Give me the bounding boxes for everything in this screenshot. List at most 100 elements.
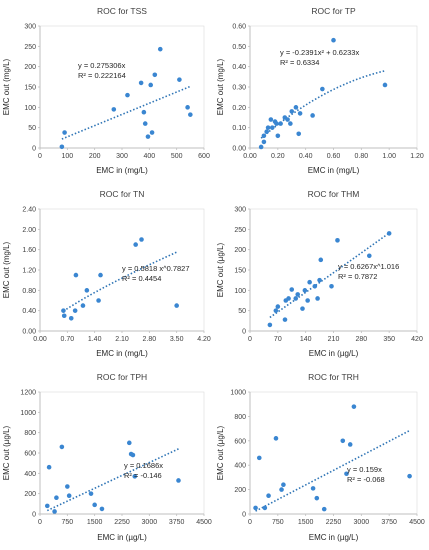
x-tick-label: 100: [61, 153, 73, 160]
x-tick-label: 70: [274, 336, 282, 343]
chart-panel-tss: 0 50 100 150 200 250 300 0 100 200 300 400 500 600 ROC…: [0, 0, 214, 183]
data-point: [142, 121, 148, 126]
data-point: [52, 509, 57, 514]
data-point: [407, 473, 412, 479]
y-tick-label: 200: [24, 491, 36, 498]
x-tick-label: 1500: [87, 519, 103, 526]
x-tick-label: 0.70: [61, 336, 75, 343]
y-tick-label: 400: [234, 463, 246, 470]
y-tick-label: 600: [234, 438, 246, 445]
data-point: [139, 237, 144, 242]
y-tick-label: 50: [28, 125, 36, 132]
chart-panel-thm: 0 50 100 150 200 250 300 0 70 140 210 280 350 420 ROC …: [214, 183, 429, 366]
x-tick-label: 4500: [196, 519, 212, 526]
x-tick-label: 1.20: [410, 153, 424, 160]
y-tick-label: 0.40: [232, 64, 246, 71]
trendline-equation: y = 0.159x: [347, 465, 382, 474]
data-point: [99, 506, 105, 512]
chart-title: ROC for TP: [311, 6, 356, 16]
data-point: [185, 105, 190, 110]
x-tick-label: 500: [171, 153, 183, 160]
x-tick-label: 350: [383, 336, 395, 343]
data-point: [61, 313, 67, 319]
data-point: [174, 303, 179, 308]
data-point: [275, 133, 281, 139]
data-point: [188, 112, 193, 117]
data-point: [278, 121, 283, 126]
data-point: [264, 129, 269, 135]
x-tick-label: 1500: [298, 519, 314, 526]
y-tick-label: 2.40: [22, 207, 36, 214]
data-point: [321, 506, 327, 512]
data-point: [274, 121, 279, 126]
x-axis-label: EMC in (mg/L): [96, 349, 148, 358]
y-tick-label: 0.60: [232, 24, 246, 31]
x-tick-label: 140: [300, 336, 312, 343]
x-tick-label: 0.20: [271, 153, 285, 160]
x-tick-label: 3000: [354, 519, 370, 526]
data-point: [266, 493, 271, 498]
y-tick-label: 1200: [20, 390, 36, 397]
x-tick-label: 300: [116, 153, 128, 160]
data-point: [347, 442, 353, 447]
trendline-equation: R² = -0.068: [347, 475, 385, 484]
y-tick-label: 1000: [230, 390, 246, 397]
x-tick-label: 1.40: [88, 336, 102, 343]
data-point: [152, 72, 158, 78]
data-point: [310, 486, 316, 491]
x-tick-label: 0.60: [327, 153, 341, 160]
trendline: [62, 251, 177, 312]
x-tick-label: 280: [355, 336, 367, 343]
data-point: [148, 82, 153, 88]
data-point: [261, 139, 267, 145]
chart-title: ROC for TSS: [97, 6, 147, 16]
data-point: [84, 288, 90, 293]
x-tick-label: 3750: [169, 519, 185, 526]
x-tick-label: 750: [272, 519, 284, 526]
trendline-equation: y = 0.275306x: [78, 61, 126, 70]
trendline-equation: y = -0.2391x² + 0.6233x: [280, 48, 359, 57]
y-tick-label: 100: [234, 288, 246, 295]
y-axis-label: EMC out (µg/L): [2, 425, 11, 480]
trendline-equation: R² = 0.6334: [280, 58, 319, 67]
y-tick-label: 50: [238, 308, 246, 315]
data-point: [340, 438, 346, 444]
trendline: [255, 429, 410, 512]
y-tick-label: 0.20: [232, 105, 246, 112]
x-axis-label: EMC in (mg/L): [96, 166, 148, 175]
data-point: [289, 109, 295, 114]
chart-title: ROC for TPH: [97, 372, 147, 382]
data-point: [335, 238, 340, 243]
y-tick-label: 300: [24, 24, 36, 31]
data-point: [288, 121, 293, 126]
x-tick-label: 3.50: [170, 336, 184, 343]
y-tick-label: 600: [24, 451, 36, 458]
data-point: [132, 474, 138, 479]
y-axis-label: EMC out (µg/L): [216, 425, 225, 480]
data-point: [273, 436, 279, 441]
data-point: [176, 478, 181, 483]
data-point: [111, 107, 117, 112]
x-tick-label: 0.00: [33, 336, 47, 343]
data-point: [344, 471, 349, 477]
data-point: [315, 296, 320, 301]
chart-svg-thm: 0 50 100 150 200 250 300 0 70 140 210 280 350 420 ROC …: [216, 189, 423, 358]
y-tick-label: 0: [242, 329, 246, 336]
x-tick-label: 200: [89, 153, 101, 160]
data-point: [68, 315, 74, 321]
y-tick-label: 100: [24, 105, 36, 112]
plot-frame: [39, 25, 205, 149]
plot-frame: [249, 25, 418, 149]
y-tick-label: 0.50: [232, 44, 246, 51]
data-point: [265, 125, 271, 130]
x-tick-label: 0.40: [299, 153, 313, 160]
data-point: [382, 82, 388, 88]
data-point: [177, 77, 182, 82]
y-tick-label: 2.00: [22, 227, 36, 234]
data-point: [125, 92, 130, 98]
x-tick-label: 4.20: [197, 336, 211, 343]
data-point: [295, 292, 301, 297]
plot-frame: [249, 391, 418, 515]
data-point: [282, 317, 288, 322]
chart-panel-tp: 0.00 0.10 0.20 0.30 0.40 0.50 0.60 0.00 0.20 0.40…: [214, 0, 429, 183]
